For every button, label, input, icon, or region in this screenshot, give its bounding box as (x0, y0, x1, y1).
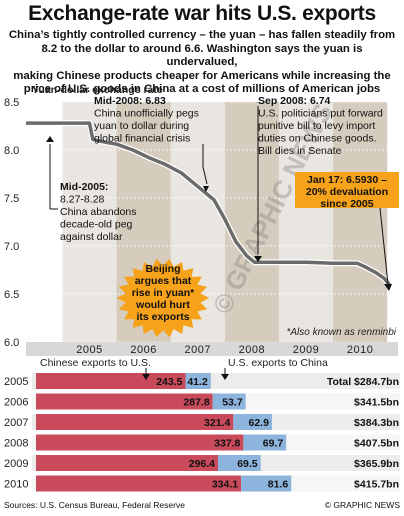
legend-us-exports: U.S. exports to China (228, 357, 328, 369)
annotation-sep2008-head: Sep 2008: 6.74 (258, 95, 331, 107)
bar-category-label: 2005 (4, 376, 28, 388)
annotation-jan17-line: 20% devaluation (306, 186, 388, 198)
annotation-sep2008-line: U.S. politicians put forward (258, 108, 383, 120)
annotation-mid2008-head: Mid-2008: 6.83 (94, 95, 166, 107)
exchange-rate-and-exports-chart: 8.5 8.0 7.5 7.0 6.5 6.0 Yuan-dollar exchange r… (4, 84, 400, 492)
y-tick-label: 6.5 (4, 289, 19, 301)
legend-china-arrow (142, 374, 150, 380)
bar-category-label: 2009 (4, 458, 28, 470)
x-year-label: 2009 (293, 344, 319, 356)
bar-value-label-china: 287.8 (183, 397, 209, 409)
bar-total-label: $365.9bn (354, 458, 399, 470)
bar-chinese-exports (36, 475, 242, 492)
x-year-label: 2005 (76, 344, 102, 356)
line-chart-title: Yuan-dollar exchange rate (32, 84, 163, 96)
annotation-mid2008-line: China unofficially pegs (94, 108, 199, 120)
bar-chinese-exports (36, 455, 218, 471)
bar-chinese-exports (36, 393, 213, 410)
subtitle-line-3: making Chinese products cheaper for Amer… (13, 69, 391, 82)
subtitle-line-4: price of U.S. goods in China at a cost o… (23, 83, 381, 95)
bar-us-exports (212, 393, 246, 410)
bar-category-label: 2006 (4, 397, 28, 409)
page-subtitle: China’s tightly controlled currency – th… (6, 29, 398, 97)
bar-us-exports (233, 414, 272, 430)
bar-chinese-exports (36, 373, 186, 389)
subtitle-line-1: China’s tightly controlled currency – th… (8, 29, 396, 41)
bar-value-label-us: 69.5 (237, 458, 258, 470)
y-tick-label: 8.0 (4, 145, 19, 157)
annotation-sep2008-line: Bill dies in Senate (258, 145, 342, 157)
year-band-2010 (333, 102, 388, 342)
y-tick-label: 7.5 (4, 193, 19, 205)
x-year-label: 2008 (239, 344, 265, 356)
bar-total-label: $407.5bn (354, 438, 399, 450)
year-band-2008 (224, 102, 279, 342)
bar-chinese-exports (36, 434, 244, 451)
annotation-mid2005-line: against dollar (60, 231, 123, 243)
bar-total-label: $341.5bn (354, 397, 399, 409)
annotation-beijing-line: its exports (136, 311, 189, 323)
annotation-beijing-line: would hurt (135, 299, 190, 311)
bar-value-label-china: 337.8 (214, 438, 240, 450)
bar-us-exports (243, 434, 287, 451)
bar-category-label: 2007 (4, 417, 28, 429)
legend-us-arrow (221, 374, 229, 380)
y-tick-label: 8.5 (4, 97, 19, 109)
jan17-box (295, 172, 399, 208)
page-title: Exchange-rate war hits U.S. exports (28, 2, 376, 25)
renminbi-footnote: *Also known as renminbi (287, 327, 397, 338)
exchange-rate-line (26, 121, 392, 287)
annotation-mid2005-line: 8.27-8.28 (60, 194, 105, 206)
mid2008-arrow (203, 186, 209, 192)
annotation-sep2008-line: punitive bill to levy import (258, 120, 375, 132)
bar-us-exports (185, 373, 211, 389)
sep2008-arrow (254, 256, 262, 262)
bar-value-label-us: 69.7 (263, 438, 284, 450)
y-tick-label: 7.0 (4, 241, 19, 253)
bar-value-label-us: 41.2 (187, 376, 208, 388)
jan17-leader (379, 207, 389, 285)
bar-category-label: 2010 (4, 479, 28, 491)
bar-category-label: 2008 (4, 438, 28, 450)
annotation-beijing-line: argues that (135, 275, 192, 287)
bar-total-label: Total $284.7bn (327, 376, 399, 388)
y-tick-label: 6.0 (4, 337, 19, 349)
beijing-starburst (116, 258, 210, 338)
bar-value-label-us: 81.6 (268, 479, 289, 491)
jan17-arrow (384, 284, 392, 291)
annotation-mid2008-line: yuan to dollar during (94, 120, 189, 132)
legend-chinese-exports: Chinese exports to U.S. (40, 357, 151, 369)
bar-value-label-us: 53.7 (222, 397, 243, 409)
year-axis-bar (26, 342, 398, 356)
bar-value-label-china: 321.4 (204, 417, 230, 429)
bar-total-label: $415.7bn (354, 479, 399, 491)
annotation-mid2005-line: China abandons (60, 206, 136, 218)
annotation-mid2008-line: global financial crisis (94, 133, 190, 145)
mid2008-leader-2 (202, 166, 208, 185)
bar-value-label-china: 296.4 (189, 458, 215, 470)
year-band-2009 (278, 102, 334, 342)
bar-value-label-china: 334.1 (212, 479, 238, 491)
x-year-label: 2007 (185, 344, 211, 356)
bar-value-label-us: 62.9 (249, 417, 270, 429)
subtitle-line-2: 8.2 to the dollar to around 6.6. Washing… (41, 42, 363, 69)
bar-us-exports (241, 475, 292, 492)
credit-note: © GRAPHIC NEWS (324, 500, 400, 510)
mid2005-arrow (46, 136, 54, 142)
source-note: Sources: U.S. Census Bureau, Federal Res… (4, 500, 185, 510)
bar-value-label-china: 243.5 (156, 376, 182, 388)
x-year-label: 2010 (347, 344, 373, 356)
annotation-jan17-head: Jan 17: 6.5930 – (307, 174, 387, 186)
annotation-jan17-line: since 2005 (320, 198, 373, 210)
bar-total-label: $384.3bn (354, 417, 399, 429)
x-year-label: 2006 (130, 344, 156, 356)
annotation-beijing-line: Beijing (145, 263, 180, 275)
bar-chinese-exports (36, 414, 234, 430)
annotation-sep2008-line: duties on Chinese goods. (258, 133, 377, 145)
annotation-mid2005-line: decade-old peg (60, 219, 133, 231)
annotation-beijing-line: rise in yuan* (132, 287, 195, 299)
bar-us-exports (217, 455, 261, 471)
annotation-mid2005-head: Mid-2005: (60, 181, 108, 193)
